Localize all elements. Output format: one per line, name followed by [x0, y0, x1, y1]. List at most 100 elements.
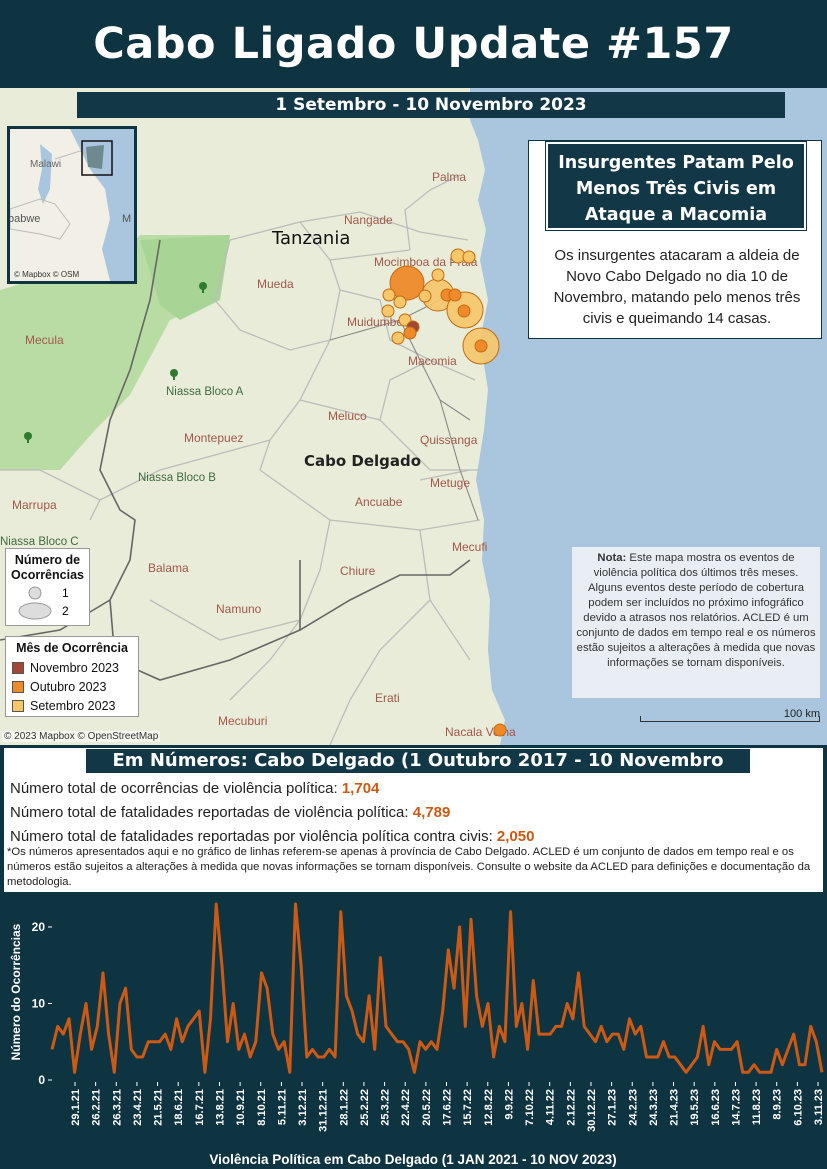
x-tick-label: 30.12.22 — [586, 1089, 598, 1132]
x-tick-label: 16.7.21 — [194, 1089, 206, 1126]
inset-credit: © Mapbox © OSM — [14, 270, 80, 279]
header: Cabo Ligado Update #157 — [0, 0, 827, 88]
legend-month-label: Setembro 2023 — [30, 698, 116, 713]
page-title: Cabo Ligado Update #157 — [93, 19, 734, 69]
x-tick-label: 6.10.23 — [792, 1089, 804, 1126]
callout-title: Insurgentes Patam Pelo Menos Três Civis … — [545, 141, 807, 231]
x-tick-label: 23.4.21 — [132, 1089, 144, 1126]
x-tick-label: 31.12.21 — [318, 1089, 330, 1132]
note-label: Nota: — [597, 552, 627, 564]
district-label: Palma — [432, 170, 467, 184]
x-tick-label: 24.2.23 — [627, 1089, 639, 1126]
footnote: *Os números apresentados aqui e no gráfi… — [7, 846, 811, 888]
x-tick-label: 14.7.23 — [730, 1089, 742, 1126]
legend-swatch — [12, 699, 24, 712]
district-label: Erati — [375, 691, 400, 705]
line-chart: 0 10 20 29.1.21 26.2.21 26.3.21 23.4.21 21.5.21… — [0, 894, 827, 1169]
reserve-label: Niassa Bloco A — [166, 386, 244, 398]
x-tick-label: 2.12.22 — [565, 1089, 577, 1126]
stat-label: Número total de fatalidades reportadas p… — [10, 828, 497, 845]
period-bar: 1 Setembro - 10 Novembro 2023 — [77, 92, 785, 118]
x-tick-label: 25.3.22 — [380, 1089, 392, 1126]
callout-body: Os insurgentes atacaram a aldeia de Novo… — [553, 247, 801, 327]
x-tick-label: 7.10.22 — [524, 1089, 536, 1126]
legend-swatch — [12, 680, 24, 693]
x-tick-label: 28.1.22 — [338, 1089, 350, 1126]
x-tick-label: 3.12.21 — [297, 1089, 309, 1126]
x-tick-label: 9.9.22 — [503, 1089, 515, 1120]
district-label: Muidumbe — [347, 315, 404, 329]
x-tick-label: 13.8.21 — [214, 1089, 226, 1126]
map-credit[interactable]: © 2023 Mapbox © OpenStreetMap — [2, 731, 161, 742]
stat-label: Número total de fatalidades reportadas d… — [10, 804, 413, 821]
event-marker — [448, 288, 462, 302]
x-tick-label: 29.1.21 — [70, 1089, 82, 1126]
y-tick-label: 0 — [38, 1073, 45, 1087]
stat-value: 4,789 — [412, 804, 451, 821]
legend-month-title: Mês de Ocorrência — [16, 641, 128, 655]
legend-count-item: 2 — [62, 604, 69, 618]
inset-label: Malawi — [30, 159, 62, 170]
event-marker — [382, 288, 396, 302]
legend-count-symbols — [18, 586, 52, 620]
district-label: Meluco — [328, 409, 367, 423]
inset-map: Malawi babwe M © Mapbox © OSM — [7, 126, 137, 284]
x-tick-label: 21.4.23 — [669, 1089, 681, 1126]
stat-value: 2,050 — [496, 828, 535, 845]
y-tick-label: 20 — [32, 920, 46, 934]
x-tick-label: 10.9.21 — [235, 1089, 247, 1126]
map[interactable]: Tanzania Cabo Delgado Palma Nangade Mocimb… — [0, 88, 827, 745]
legend-count-title: Número de Ocorrências — [11, 553, 84, 582]
x-tick-label: 20.5.22 — [421, 1089, 433, 1126]
event-marker — [403, 326, 417, 340]
legend-month-label: Novembro 2023 — [30, 660, 119, 675]
x-tick-label: 8.10.21 — [256, 1089, 268, 1126]
x-tick-label: 21.5.21 — [153, 1089, 165, 1126]
district-label: Quissanga — [420, 433, 478, 447]
reserve-label: Niassa Bloco C — [0, 536, 79, 548]
inset-label: babwe — [8, 213, 41, 225]
x-tick-label: 8.9.23 — [772, 1089, 784, 1120]
chart-svg: 0 10 20 29.1.21 26.2.21 26.3.21 23.4.21 21.5.21… — [9, 902, 825, 1167]
scale-label: 100 km — [783, 708, 820, 720]
event-marker — [391, 331, 405, 345]
district-label: Mecufi — [452, 540, 488, 554]
legend-month: Mês de Ocorrência Novembro 2023 Outubro … — [5, 636, 139, 717]
stat-row: Número total de fatalidades reportadas d… — [10, 804, 450, 821]
legend-month-label: Outubro 2023 — [30, 679, 107, 694]
x-tick-label: 5.11.21 — [276, 1089, 288, 1125]
event-marker — [474, 339, 488, 353]
event-marker — [493, 723, 507, 737]
x-axis-label: Violência Política em Cabo Delgado (1 JA… — [209, 1152, 616, 1167]
district-label: Metuge — [430, 476, 471, 490]
district-label: Mueda — [257, 277, 294, 291]
event-marker — [381, 304, 395, 318]
stat-value: 1,704 — [341, 780, 380, 797]
event-marker — [431, 268, 445, 282]
district-label: Balama — [148, 561, 189, 575]
x-tick-label: 4.11.22 — [545, 1089, 557, 1125]
stat-label: Número total de ocorrências de violência… — [10, 780, 342, 797]
legend-count: Número de Ocorrências 1 2 — [5, 548, 90, 626]
district-label: Macomia — [408, 354, 457, 368]
event-marker — [462, 250, 476, 264]
legend-count-item: 1 — [62, 586, 69, 600]
reserve-area — [140, 235, 230, 320]
legend-swatch — [12, 661, 24, 674]
legend-month-item: Setembro 2023 — [12, 696, 132, 715]
x-tick-label: 17.6.22 — [442, 1089, 454, 1126]
event-marker — [393, 295, 407, 309]
district-label: Namuno — [216, 602, 262, 616]
x-tick-label: 15.7.22 — [462, 1089, 474, 1126]
x-tick-label: 24.3.23 — [648, 1089, 660, 1126]
district-label: Mecula — [25, 333, 64, 347]
reserve-label: Niassa Bloco B — [138, 472, 216, 484]
district-label: Marrupa — [12, 498, 57, 512]
x-tick-label: 22.4.22 — [400, 1089, 412, 1126]
region-label: Cabo Delgado — [304, 452, 422, 470]
district-label: Chiure — [340, 564, 376, 578]
event-marker — [418, 289, 432, 303]
series-line — [50, 902, 824, 1074]
x-tick-label: 19.5.23 — [689, 1089, 701, 1126]
reserve-marker — [24, 282, 207, 443]
